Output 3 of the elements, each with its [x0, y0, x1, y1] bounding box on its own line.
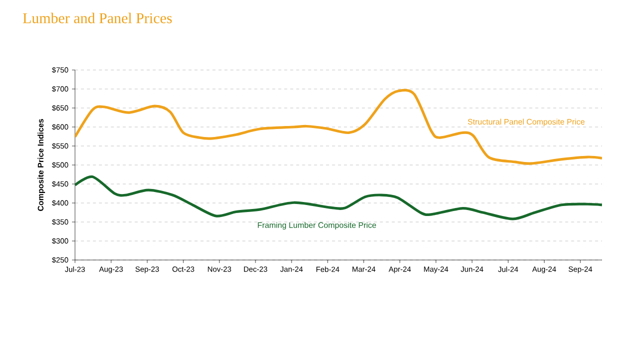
- line-series: [75, 89, 602, 165]
- line-series: [75, 175, 602, 220]
- chart-title: Lumber and Panel Prices: [22, 12, 172, 24]
